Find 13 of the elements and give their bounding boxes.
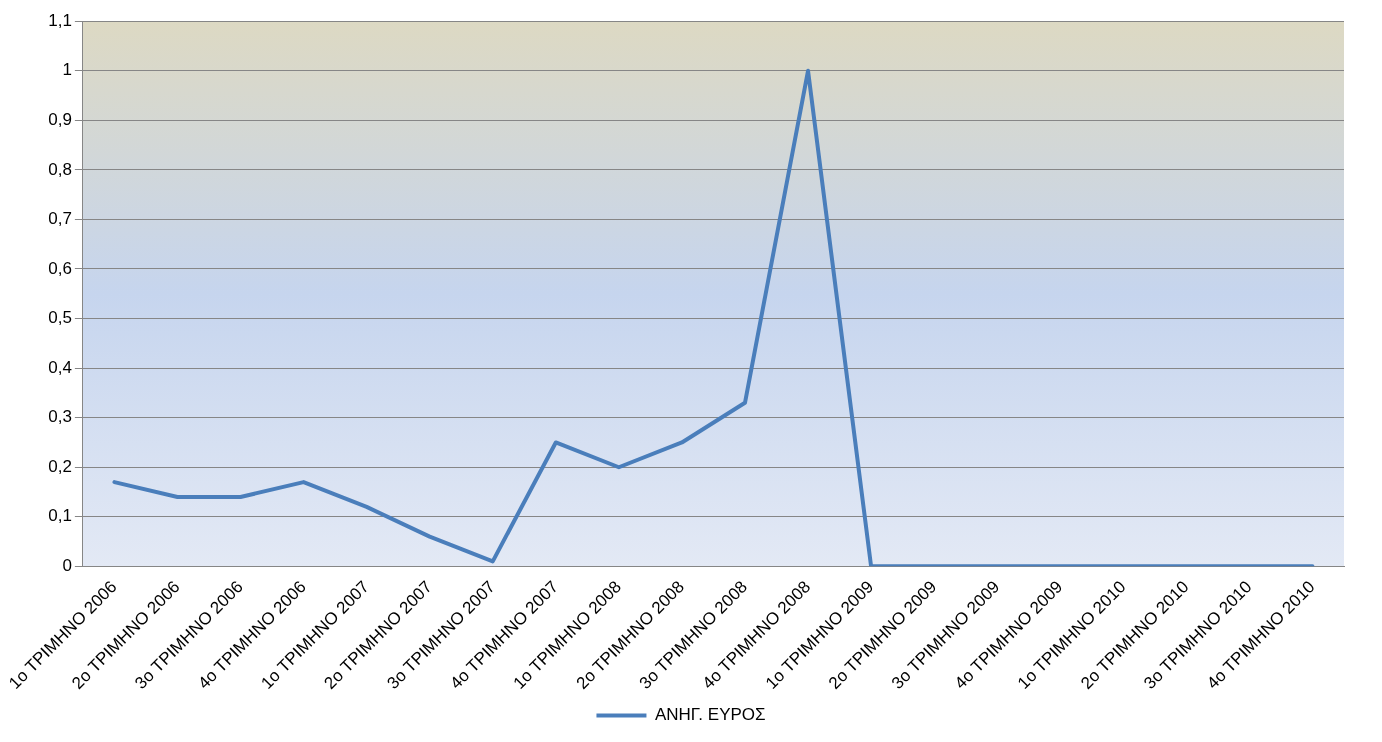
legend-label: ΑΝΗΓ. ΕΥΡΟΣ [654,705,766,725]
y-tick-label: 0,6 [48,258,72,278]
y-tick-label: 0,1 [48,506,72,526]
y-tick-label: 0 [62,556,72,576]
y-tick-label: 0,2 [48,456,72,476]
y-tick-label: 0,7 [48,209,72,229]
y-tick-label: 0,8 [48,159,72,179]
y-tick-label: 1,1 [48,10,72,30]
y-tick-label: 0,4 [48,357,72,377]
y-tick-label: 1 [62,60,72,80]
y-tick-label: 0,9 [48,110,72,130]
y-tick-label: 0,3 [48,407,72,427]
y-tick-label: 0,5 [48,308,72,328]
